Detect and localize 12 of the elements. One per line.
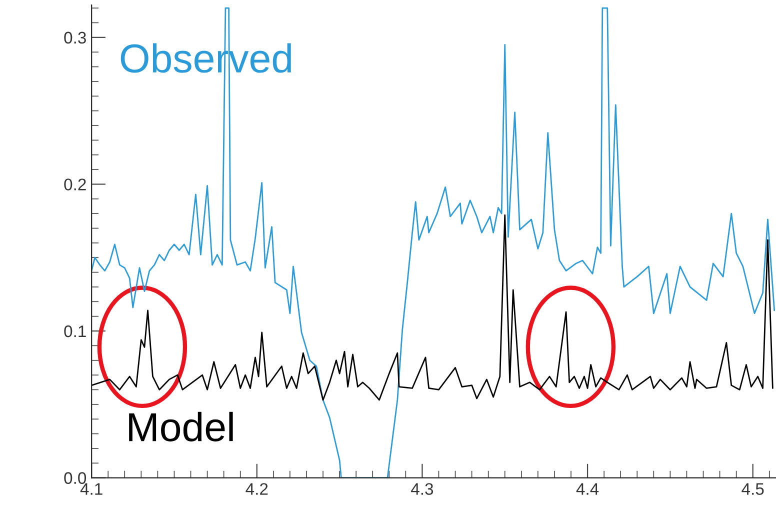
y-tick-label: 0.0 [64, 472, 86, 484]
series-label: Model [129, 412, 233, 442]
line-series [92, 7, 776, 478]
x-tick-label: 4.2 [246, 483, 268, 495]
y-tick-label: 0.3 [64, 32, 86, 44]
line-series [92, 214, 774, 401]
x-tick-label: 4.3 [411, 483, 434, 495]
y-tick-label: 0.2 [64, 178, 86, 190]
x-tick-label: 4.1 [80, 483, 102, 495]
y-tick-label: 0.1 [64, 325, 86, 338]
x-tick-label: 4.5 [742, 483, 764, 495]
x-tick-label: 4.4 [576, 483, 599, 495]
